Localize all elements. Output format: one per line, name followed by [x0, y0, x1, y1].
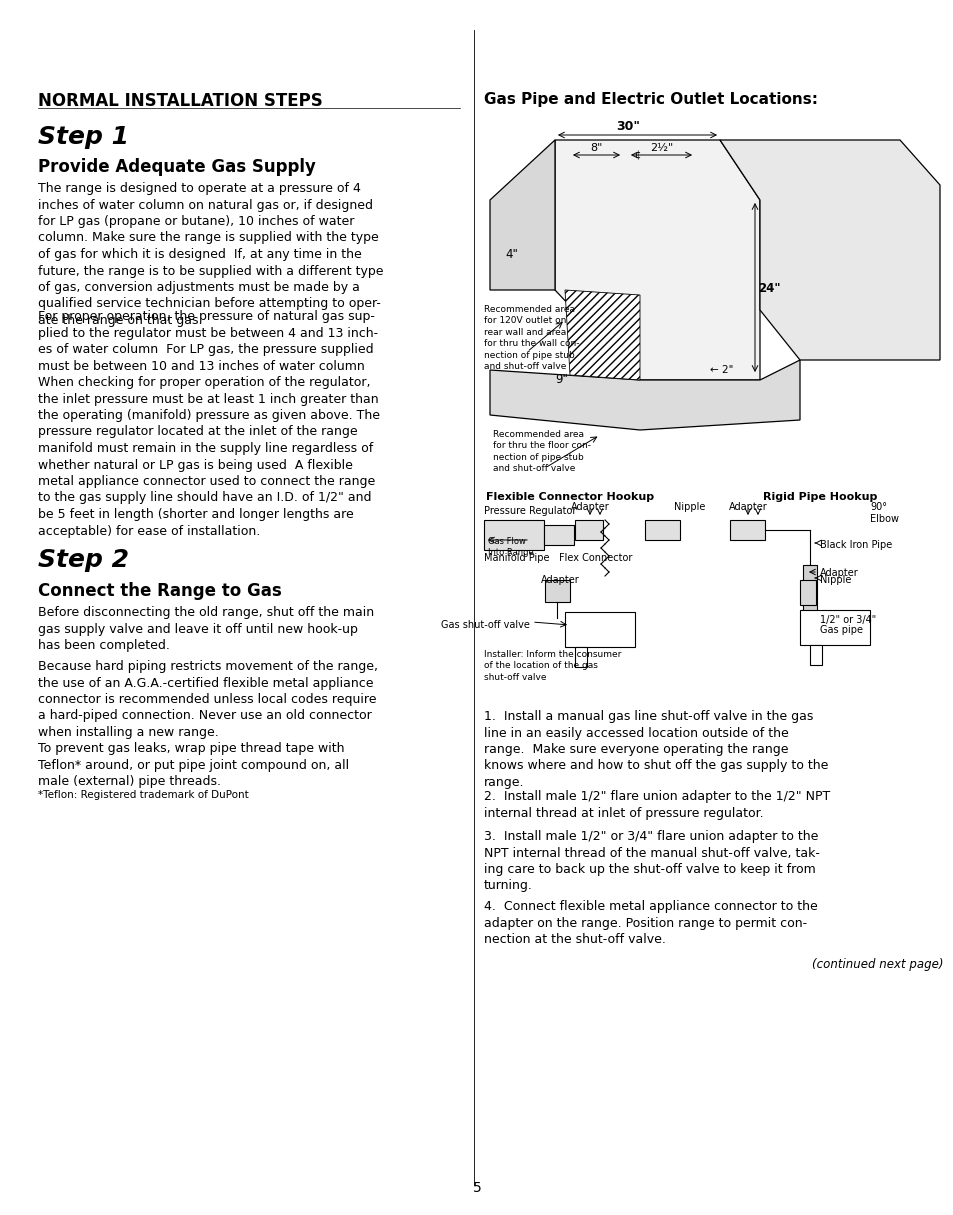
Text: NORMAL INSTALLATION STEPS: NORMAL INSTALLATION STEPS [38, 92, 322, 111]
Bar [800, 610, 869, 645]
Text: 1/2" or 3/4": 1/2" or 3/4" [820, 615, 876, 625]
Text: Connect the Range to Gas: Connect the Range to Gas [38, 582, 281, 600]
Text: Step 2: Step 2 [38, 548, 129, 572]
Text: ¢: ¢ [633, 149, 639, 160]
Text: Because hard piping restricts movement of the range,
the use of an A.G.A.-certif: Because hard piping restricts movement o… [38, 660, 377, 739]
Text: For proper operation, the pressure of natural gas sup-
plied to the regulator mu: For proper operation, the pressure of na… [38, 310, 379, 537]
Text: 5: 5 [472, 1181, 481, 1196]
Text: 4.  Connect flexible metal appliance connector to the
adapter on the range. Posi: 4. Connect flexible metal appliance conn… [483, 900, 817, 946]
Polygon shape [490, 360, 800, 430]
Bar [575, 648, 586, 667]
Polygon shape [720, 140, 939, 360]
Polygon shape [564, 290, 639, 380]
Text: Before disconnecting the old range, shut off the main
gas supply valve and leave: Before disconnecting the old range, shut… [38, 606, 374, 652]
Text: Recommended area
for thru the floor con-
nection of pipe stub
and shut-off valve: Recommended area for thru the floor con-… [493, 430, 590, 474]
Text: Recommended area
for 120V outlet on
rear wall and area
for thru the wall con-
ne: Recommended area for 120V outlet on rear… [483, 305, 578, 372]
Text: Gas pipe: Gas pipe [820, 625, 862, 635]
Text: *Teflon: Registered trademark of DuPont: *Teflon: Registered trademark of DuPont [38, 790, 249, 799]
Text: Adapter: Adapter [820, 567, 858, 578]
Text: 8": 8" [589, 143, 601, 153]
Text: ← 2": ← 2" [709, 364, 733, 375]
Text: (continued next page): (continued next page) [812, 957, 943, 971]
Text: To prevent gas leaks, wrap pipe thread tape with
Teflon* around, or put pipe joi: To prevent gas leaks, wrap pipe thread t… [38, 742, 349, 789]
Bar [483, 520, 543, 550]
Text: Rigid Pipe Hookup: Rigid Pipe Hookup [762, 492, 876, 502]
Text: Adapter: Adapter [570, 502, 609, 512]
Bar [729, 520, 764, 539]
Text: Flexible Connector Hookup: Flexible Connector Hookup [485, 492, 654, 502]
Text: Nipple: Nipple [674, 502, 705, 512]
Text: Gas Flow
Into Range: Gas Flow Into Range [488, 537, 533, 558]
Text: 1.  Install a manual gas line shut-off valve in the gas
line in an easily access: 1. Install a manual gas line shut-off va… [483, 710, 827, 789]
Text: Pressure Regulator: Pressure Regulator [483, 505, 576, 516]
Text: Adapter: Adapter [728, 502, 766, 512]
Bar [564, 612, 635, 648]
Text: 24": 24" [758, 282, 780, 294]
Bar [575, 520, 602, 539]
Text: 30": 30" [616, 120, 639, 132]
Text: Manifold Pipe: Manifold Pipe [483, 553, 549, 563]
Bar [809, 645, 821, 665]
Polygon shape [490, 140, 555, 290]
Text: Provide Adequate Gas Supply: Provide Adequate Gas Supply [38, 158, 315, 176]
Bar [802, 565, 816, 615]
Text: Adapter: Adapter [540, 575, 578, 584]
Bar [644, 520, 679, 539]
Text: 90°
Elbow: 90° Elbow [869, 502, 898, 525]
Text: 2.  Install male 1/2" flare union adapter to the 1/2" NPT
internal thread at inl: 2. Install male 1/2" flare union adapter… [483, 790, 829, 819]
Bar [544, 580, 569, 601]
Text: Step 1: Step 1 [38, 125, 129, 149]
Text: Nipple: Nipple [820, 575, 850, 584]
Text: Flex Connector: Flex Connector [558, 553, 632, 563]
Text: Installer: Inform the consumer
of the location of the gas
shut-off valve: Installer: Inform the consumer of the lo… [483, 650, 620, 682]
Bar [543, 525, 574, 546]
Bar [800, 580, 815, 605]
Text: Gas Pipe and Electric Outlet Locations:: Gas Pipe and Electric Outlet Locations: [483, 92, 817, 107]
Text: The range is designed to operate at a pressure of 4
inches of water column on na: The range is designed to operate at a pr… [38, 182, 383, 327]
Text: 2½": 2½" [650, 143, 673, 153]
Text: 4": 4" [504, 248, 517, 261]
Text: 9": 9" [555, 373, 567, 386]
Polygon shape [555, 140, 760, 380]
Text: Black Iron Pipe: Black Iron Pipe [820, 539, 891, 550]
Text: 3.  Install male 1/2" or 3/4" flare union adapter to the
NPT internal thread of : 3. Install male 1/2" or 3/4" flare union… [483, 830, 819, 893]
Text: Gas shut-off valve: Gas shut-off valve [440, 620, 530, 631]
